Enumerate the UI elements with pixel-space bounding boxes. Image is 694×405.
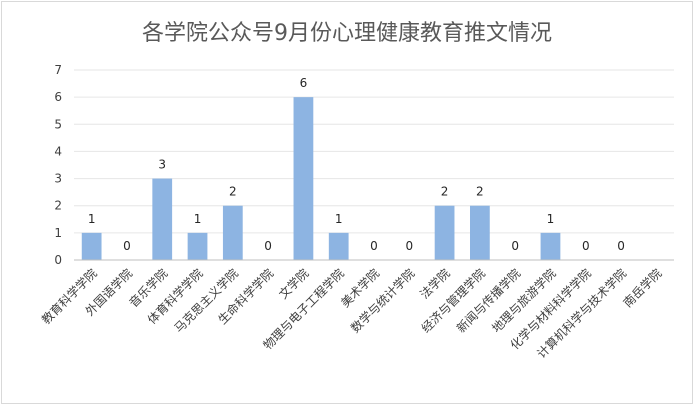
y-tick-label: 0 — [54, 253, 62, 267]
data-label-13: 0 — [511, 239, 519, 253]
data-label-6: 0 — [264, 239, 272, 253]
bar-14 — [540, 232, 561, 260]
category-label-17: 南岳学院 — [620, 266, 665, 311]
data-label-15: 0 — [582, 239, 590, 253]
y-tick-label: 1 — [54, 226, 62, 240]
category-label-5: 马克思主义学院 — [171, 266, 241, 336]
bar-12 — [470, 205, 490, 260]
category-label-14: 地理与旅游学院 — [489, 266, 559, 336]
chart-title: 各学院公众号9月份心理健康教育推文情况 — [142, 21, 552, 46]
bar-1 — [81, 232, 102, 260]
data-label-16: 0 — [617, 239, 625, 253]
data-label-11: 2 — [441, 185, 449, 199]
bar-7 — [293, 97, 314, 261]
bar-3 — [152, 178, 173, 260]
y-tick-label: 6 — [54, 90, 62, 104]
data-label-14: 1 — [547, 212, 555, 226]
y-tick-label: 5 — [54, 117, 62, 131]
data-labels: 1 0 3 1 2 0 6 1 0 0 2 2 0 1 0 0 — [88, 76, 625, 253]
gridlines — [74, 69, 674, 234]
bar-11 — [434, 205, 455, 260]
category-label-10: 数学与统计学院 — [347, 266, 417, 336]
bar-8 — [328, 232, 349, 260]
data-label-12: 2 — [476, 185, 484, 199]
y-tick-label: 4 — [54, 144, 62, 158]
data-label-4: 1 — [194, 212, 202, 226]
y-tick-label: 2 — [54, 199, 62, 213]
y-tick-label: 7 — [54, 63, 62, 77]
data-label-10: 0 — [405, 239, 413, 253]
data-label-3: 3 — [158, 158, 166, 172]
bar-4 — [187, 232, 208, 260]
category-label-12: 经济与管理学院 — [418, 266, 488, 336]
data-label-7: 6 — [300, 76, 308, 90]
data-label-8: 1 — [335, 212, 343, 226]
y-axis-ticks: 0 1 2 3 4 5 6 7 — [54, 63, 62, 267]
bars — [81, 97, 561, 261]
data-label-9: 0 — [370, 239, 378, 253]
data-label-2: 0 — [123, 239, 131, 253]
data-label-1: 1 — [88, 212, 96, 226]
data-label-5: 2 — [229, 185, 237, 199]
y-tick-label: 3 — [54, 172, 62, 186]
bar-5 — [222, 205, 243, 260]
category-label-13: 新闻与传播学院 — [453, 266, 523, 336]
